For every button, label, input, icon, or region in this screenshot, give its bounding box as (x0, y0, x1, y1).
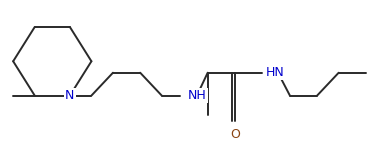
Text: N: N (65, 89, 75, 102)
Text: HN: HN (265, 66, 284, 79)
Text: O: O (230, 128, 240, 141)
Text: NH: NH (188, 89, 207, 102)
